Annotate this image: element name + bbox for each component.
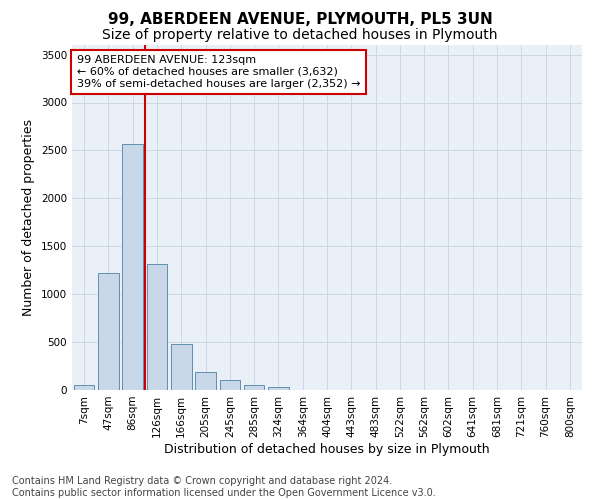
Text: 99 ABERDEEN AVENUE: 123sqm
← 60% of detached houses are smaller (3,632)
39% of s: 99 ABERDEEN AVENUE: 123sqm ← 60% of deta… xyxy=(77,56,361,88)
Bar xyxy=(74,385,94,390)
Bar xyxy=(195,372,216,390)
Bar xyxy=(220,380,240,390)
Bar xyxy=(122,144,143,390)
Text: Contains HM Land Registry data © Crown copyright and database right 2024.
Contai: Contains HM Land Registry data © Crown c… xyxy=(12,476,436,498)
Text: 99, ABERDEEN AVENUE, PLYMOUTH, PL5 3UN: 99, ABERDEEN AVENUE, PLYMOUTH, PL5 3UN xyxy=(107,12,493,28)
Bar xyxy=(171,344,191,390)
Bar xyxy=(146,264,167,390)
Bar xyxy=(268,387,289,390)
Bar xyxy=(98,273,119,390)
Bar xyxy=(244,385,265,390)
X-axis label: Distribution of detached houses by size in Plymouth: Distribution of detached houses by size … xyxy=(164,442,490,456)
Text: Size of property relative to detached houses in Plymouth: Size of property relative to detached ho… xyxy=(102,28,498,42)
Y-axis label: Number of detached properties: Number of detached properties xyxy=(22,119,35,316)
